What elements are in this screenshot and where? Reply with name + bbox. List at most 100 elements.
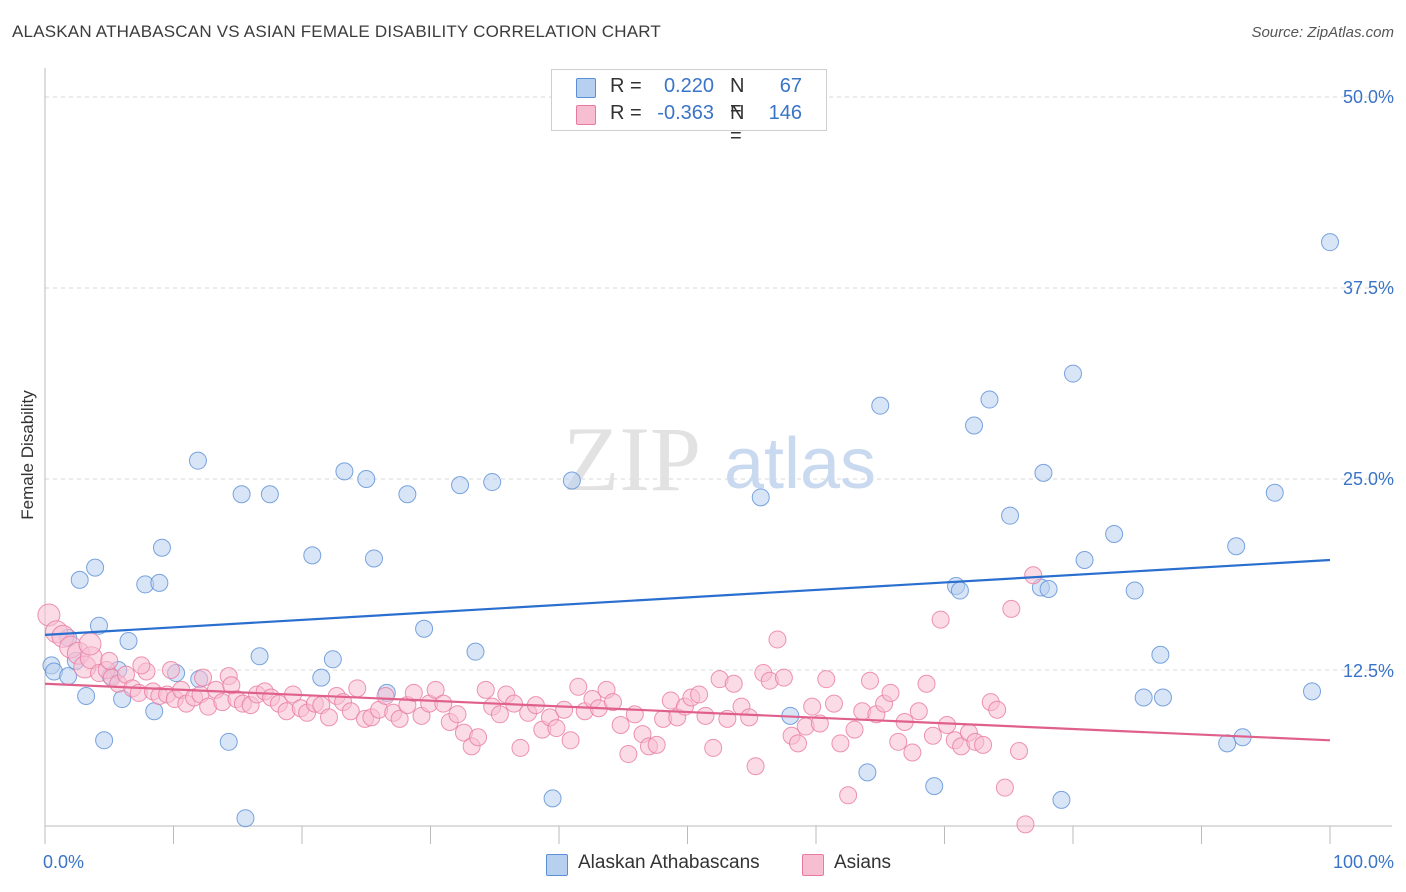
trend-line [44,682,1331,742]
data-point [950,581,969,600]
legend-swatch-pink [802,854,824,876]
watermark-zip: ZIP [563,408,701,510]
data-point [965,416,984,435]
data-point [448,705,467,724]
data-point [323,650,342,669]
data-point [390,709,409,728]
data-point [1039,580,1058,599]
data-point [145,702,164,721]
data-point [89,616,108,635]
data-point [1075,550,1094,569]
data-point [561,731,580,750]
chart-title: ALASKAN ATHABASCAN VS ASIAN FEMALE DISAB… [12,22,662,41]
data-point [817,670,836,689]
data-point [1016,815,1035,834]
x-min-label: 0.0% [43,852,85,872]
data-point [1024,566,1043,585]
data-point [647,735,666,754]
data-point [469,728,488,747]
data-point [903,743,922,762]
data-point [119,631,138,650]
data-point [1321,233,1339,252]
data-point [938,716,957,735]
data-point [319,708,338,727]
watermark: ZIP atlas [563,408,876,510]
data-point [1052,790,1071,809]
data-point [751,488,770,507]
data-point [426,680,445,699]
data-point [974,735,993,754]
data-point [923,726,942,745]
data-point [746,757,765,776]
data-point [132,656,151,675]
data-point [831,734,850,753]
gridlines [45,96,1392,671]
data-point [398,485,417,504]
data-point [348,679,367,698]
data-point [611,716,630,735]
data-point [839,786,858,805]
data-point [86,558,105,577]
data-point [1134,688,1153,707]
data-point [690,685,709,704]
data-point [483,473,502,492]
data-point [696,706,715,725]
data-point [810,714,829,733]
data-point [194,668,213,687]
data-point [1105,525,1124,544]
source-label: Source: ZipAtlas.com [1251,24,1394,41]
data-point [161,661,180,679]
data-point [222,676,241,695]
data-point [860,671,879,690]
data-point [312,668,331,687]
data-point [100,651,119,670]
data-point [774,668,793,687]
data-point [303,546,322,565]
data-point [219,732,238,751]
data-point [931,610,950,629]
data-point [740,708,759,727]
legend-swatch-pink [576,105,596,125]
x-max-label: 100.0% [1332,852,1394,872]
data-point [236,809,255,828]
data-point [451,476,470,495]
data-point [341,702,360,721]
data-point [768,630,787,649]
data-point [1265,483,1284,502]
data-point [555,700,574,719]
data-point [78,632,102,656]
data-point [603,693,622,712]
data-point [1002,599,1021,618]
data-point [364,549,383,568]
data-point [1303,682,1322,701]
data-point [925,777,944,796]
trend-line [44,558,1331,636]
data-point [335,462,354,481]
data-point [490,705,509,724]
data-point [1151,645,1170,664]
data-point [232,485,251,504]
n-label: N = [730,102,745,147]
data-point [70,570,89,589]
legend-swatch-blue [546,854,568,876]
data-point [152,538,171,557]
y-tick-50: 50.0% [1342,87,1394,107]
data-point [476,680,495,699]
data-point [889,732,908,751]
data-point [1125,581,1144,600]
trend-lines [44,558,1331,742]
legend-label: Alaskan Athabascans [578,852,760,873]
data-point [1010,741,1029,760]
data-point [803,697,822,716]
data-point [858,763,877,782]
data-point [434,694,453,713]
data-point [1001,506,1020,525]
data-point [704,738,723,757]
data-point [376,686,395,705]
y-tick-25: 25.0% [1342,469,1394,489]
r-value: -0.363 [657,102,714,124]
data-point [789,734,808,753]
n-value: 67 [779,75,802,97]
data-point [1218,734,1237,753]
